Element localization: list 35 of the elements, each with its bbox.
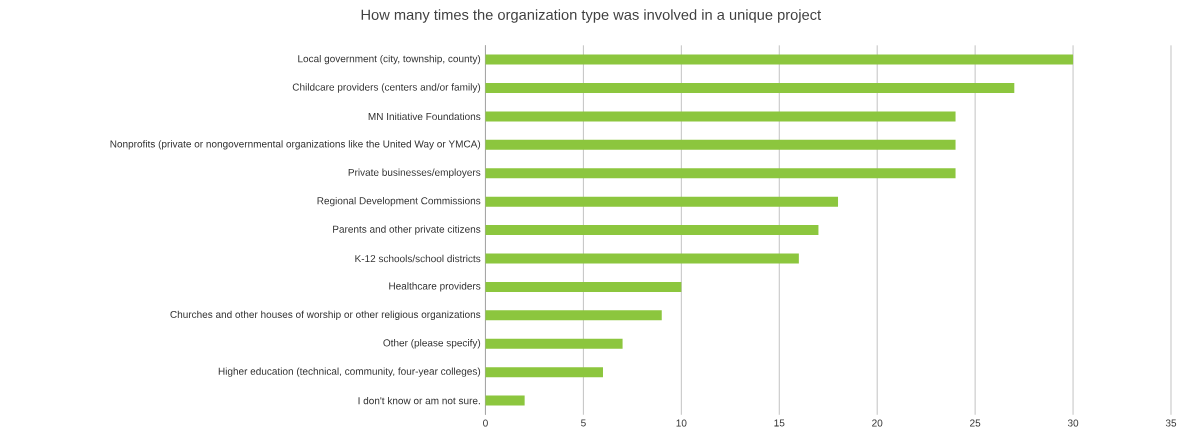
bar [485, 282, 682, 293]
y-tick-label: Other (please specify) [383, 339, 481, 349]
bar [485, 111, 956, 122]
bar [485, 225, 819, 236]
y-tick-label: Higher education (technical, community, four-year colleges) [218, 367, 481, 377]
y-tick-label: Nonprofits (private or nongovernmental organizations like the United Way or YMCA) [110, 140, 481, 150]
y-tick-label: Parents and other private citizens [333, 225, 481, 235]
y-tick-label: K-12 schools/school districts [355, 254, 481, 263]
bar [485, 139, 956, 150]
y-tick-label: Private businesses/employers [348, 168, 481, 178]
x-tick-label: 25 [970, 419, 981, 427]
x-tick-label: 30 [1067, 419, 1079, 427]
x-tick-label: 15 [774, 419, 785, 427]
y-tick-label: Childcare providers (centers and/or family) [292, 83, 481, 93]
x-tick-label: 5 [581, 419, 586, 427]
bar [485, 338, 623, 349]
x-tick-label: 0 [483, 419, 488, 427]
y-tick-label: MN Initiative Foundations [368, 112, 481, 121]
y-tick-label: Churches and other houses of worship or other religious organizations [170, 310, 481, 321]
bar [485, 168, 956, 179]
x-tick-label: 35 [1165, 419, 1177, 427]
y-tick-label: Healthcare providers [389, 282, 481, 292]
bar [485, 54, 1074, 65]
y-tick-label: I don't know or am not sure. [358, 397, 480, 405]
chart-title: How many times the organization type was involved in a unique project [361, 9, 822, 23]
bar [485, 310, 662, 321]
bar [485, 196, 839, 207]
bar [485, 83, 1015, 94]
bar [485, 253, 799, 264]
y-tick-label: Regional Development Commissions [317, 197, 481, 207]
x-tick-label: 20 [872, 419, 883, 427]
x-tick-label: 10 [676, 419, 687, 427]
bar [485, 367, 603, 378]
bar [485, 395, 525, 406]
y-tick-label: Local government (city, township, county) [298, 55, 481, 65]
